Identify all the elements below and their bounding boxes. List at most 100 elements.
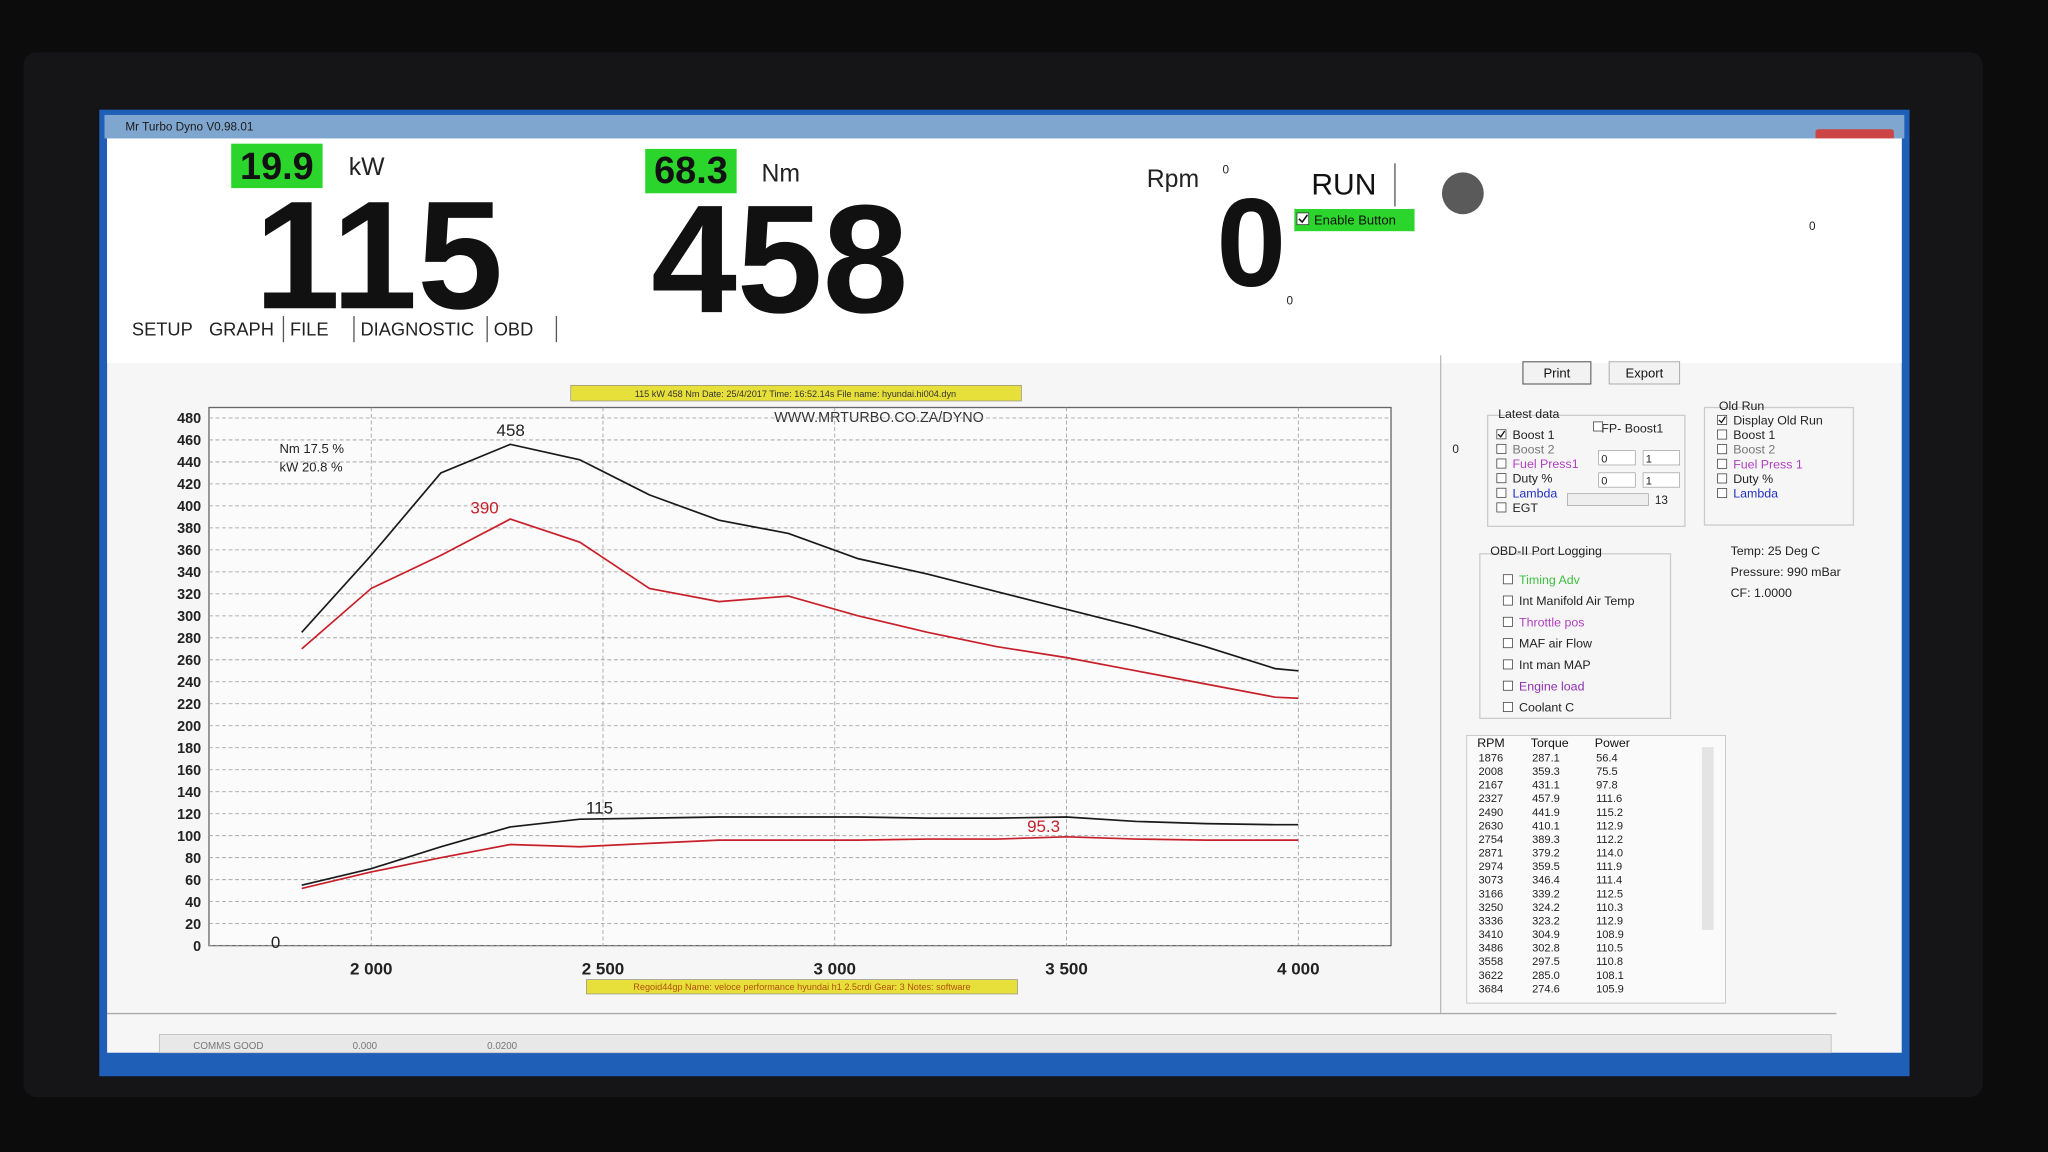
table-cell: 287.1 [1532,752,1560,764]
checkbox[interactable] [1717,414,1728,425]
table-cell: 110.3 [1596,902,1623,914]
checkbox[interactable] [1496,473,1507,484]
rpm-small: 0 [1287,294,1294,307]
check-mark [1298,214,1309,224]
enable-box[interactable] [1294,208,1415,232]
input-box[interactable] [1642,472,1680,488]
table-cell: 3336 [1479,915,1504,927]
checkbox-label[interactable]: Engine load [1519,679,1585,693]
input-value[interactable]: 0 [1601,476,1607,488]
checkbox[interactable] [1717,473,1728,484]
checkbox-label[interactable]: Int man MAP [1519,658,1591,672]
watermark: WWW.MRTURBO.CO.ZA/DYNO [774,410,984,426]
checkbox-label[interactable]: EGT [1512,501,1538,515]
y-tick-label: 80 [185,851,201,867]
table-cell: 324.2 [1532,902,1560,914]
rpm-readout: 0 [1216,172,1286,313]
x-tick-label: 3 500 [1045,959,1087,978]
torque-delta: 68.3 [654,150,728,192]
checkbox-label[interactable]: Fuel Press 1 [1733,457,1803,471]
checkbox-label[interactable]: Duty % [1512,472,1552,486]
input-value[interactable]: 1 [1646,453,1652,465]
input-box[interactable] [1598,472,1636,488]
table-cell: 2754 [1479,834,1504,846]
title-bar [104,114,1905,139]
menu-item[interactable]: GRAPH [209,319,274,340]
checkbox[interactable] [1502,702,1513,712]
input-box[interactable] [1598,450,1636,466]
table-cell: 112.2 [1596,834,1623,846]
checkbox[interactable] [1593,421,1604,432]
checkbox-label[interactable]: Lambda [1733,487,1778,501]
peak-label: 115 [586,799,613,818]
checkbox[interactable] [1502,638,1513,649]
slider[interactable] [1567,493,1649,506]
checkbox-label[interactable]: Boost 2 [1512,442,1554,456]
y-tick-label: 220 [177,697,201,713]
checkbox-label[interactable]: Throttle pos [1519,615,1584,629]
checkbox-label[interactable]: MAF air Flow [1519,637,1592,651]
curve [301,518,1299,700]
table-cell: 389.3 [1532,834,1560,846]
table-cell: 1876 [1479,752,1504,764]
input-value[interactable]: 1 [1646,476,1652,488]
export-button[interactable] [1608,361,1681,385]
checkbox[interactable] [1496,443,1507,454]
table-cell: 114.0 [1596,848,1623,860]
checkbox-label[interactable]: Lambda [1512,486,1557,500]
checkbox[interactable] [1502,574,1513,585]
x-tick-label: 4 000 [1277,959,1319,978]
menu-item[interactable]: DIAGNOSTIC [360,319,474,340]
checkbox[interactable] [1296,212,1310,226]
scrollbar[interactable] [1701,747,1714,930]
checkbox[interactable] [1717,458,1728,469]
table-cell: 285.0 [1532,970,1560,982]
y-tick-label: 440 [177,455,201,471]
table-header: Power [1595,736,1630,750]
checkbox[interactable] [1502,616,1513,627]
checkbox[interactable] [1496,458,1507,469]
run-label[interactable]: RUN [1311,169,1376,202]
power-unit: kW [349,154,385,181]
checkbox[interactable] [1496,487,1507,498]
menu-item[interactable]: SETUP [132,319,193,340]
peak-label: 458 [497,421,525,440]
checkbox[interactable] [1717,488,1728,499]
checkbox-label[interactable]: Int Manifold Air Temp [1519,594,1635,608]
checkbox-label[interactable]: Fuel Press1 [1512,457,1578,471]
menu-item[interactable]: OBD [494,319,534,340]
plot: 0 20 40 60 80 100 120 140 160 180 200 220 240 260 280 3… [177,407,1392,978]
checkbox[interactable] [1502,659,1513,670]
checkbox[interactable] [1496,429,1507,440]
checkbox-label[interactable]: Coolant C [1519,701,1574,715]
checkbox-label[interactable]: Timing Adv [1519,573,1581,587]
checkbox[interactable] [1496,502,1507,513]
checkbox-label[interactable]: Display Old Run [1733,413,1823,427]
input-value[interactable]: 0 [1601,453,1607,465]
table-cell: 111.4 [1596,875,1622,887]
torque-readout: 458 [651,172,908,345]
checkbox-label[interactable]: Duty % [1733,472,1773,486]
checkbox-label[interactable]: Boost 2 [1733,443,1775,457]
y-tick-label: 320 [177,587,201,603]
table-cell: 359.3 [1532,766,1560,778]
checkbox-label[interactable]: Boost 1 [1733,428,1775,442]
checkbox[interactable] [1502,595,1513,606]
menu-item[interactable]: FILE [290,319,329,340]
table-cell: 274.6 [1532,983,1560,995]
checkbox[interactable] [1717,444,1728,455]
export-label[interactable]: Export [1626,365,1664,380]
header-area [107,138,1902,364]
print-label[interactable]: Print [1543,365,1570,380]
print-button[interactable] [1522,361,1592,385]
table-cell: 105.9 [1596,983,1624,995]
checkbox-label[interactable]: Boost 1 [1512,428,1554,442]
panel-title: Latest data [1498,407,1559,421]
table-cell: 75.5 [1596,766,1618,778]
x-tick-label: 2 500 [582,959,624,978]
checkbox[interactable] [1717,429,1728,440]
power-readout: 115 [254,168,503,341]
checkbox[interactable] [1502,680,1513,691]
input-box[interactable] [1642,450,1680,466]
